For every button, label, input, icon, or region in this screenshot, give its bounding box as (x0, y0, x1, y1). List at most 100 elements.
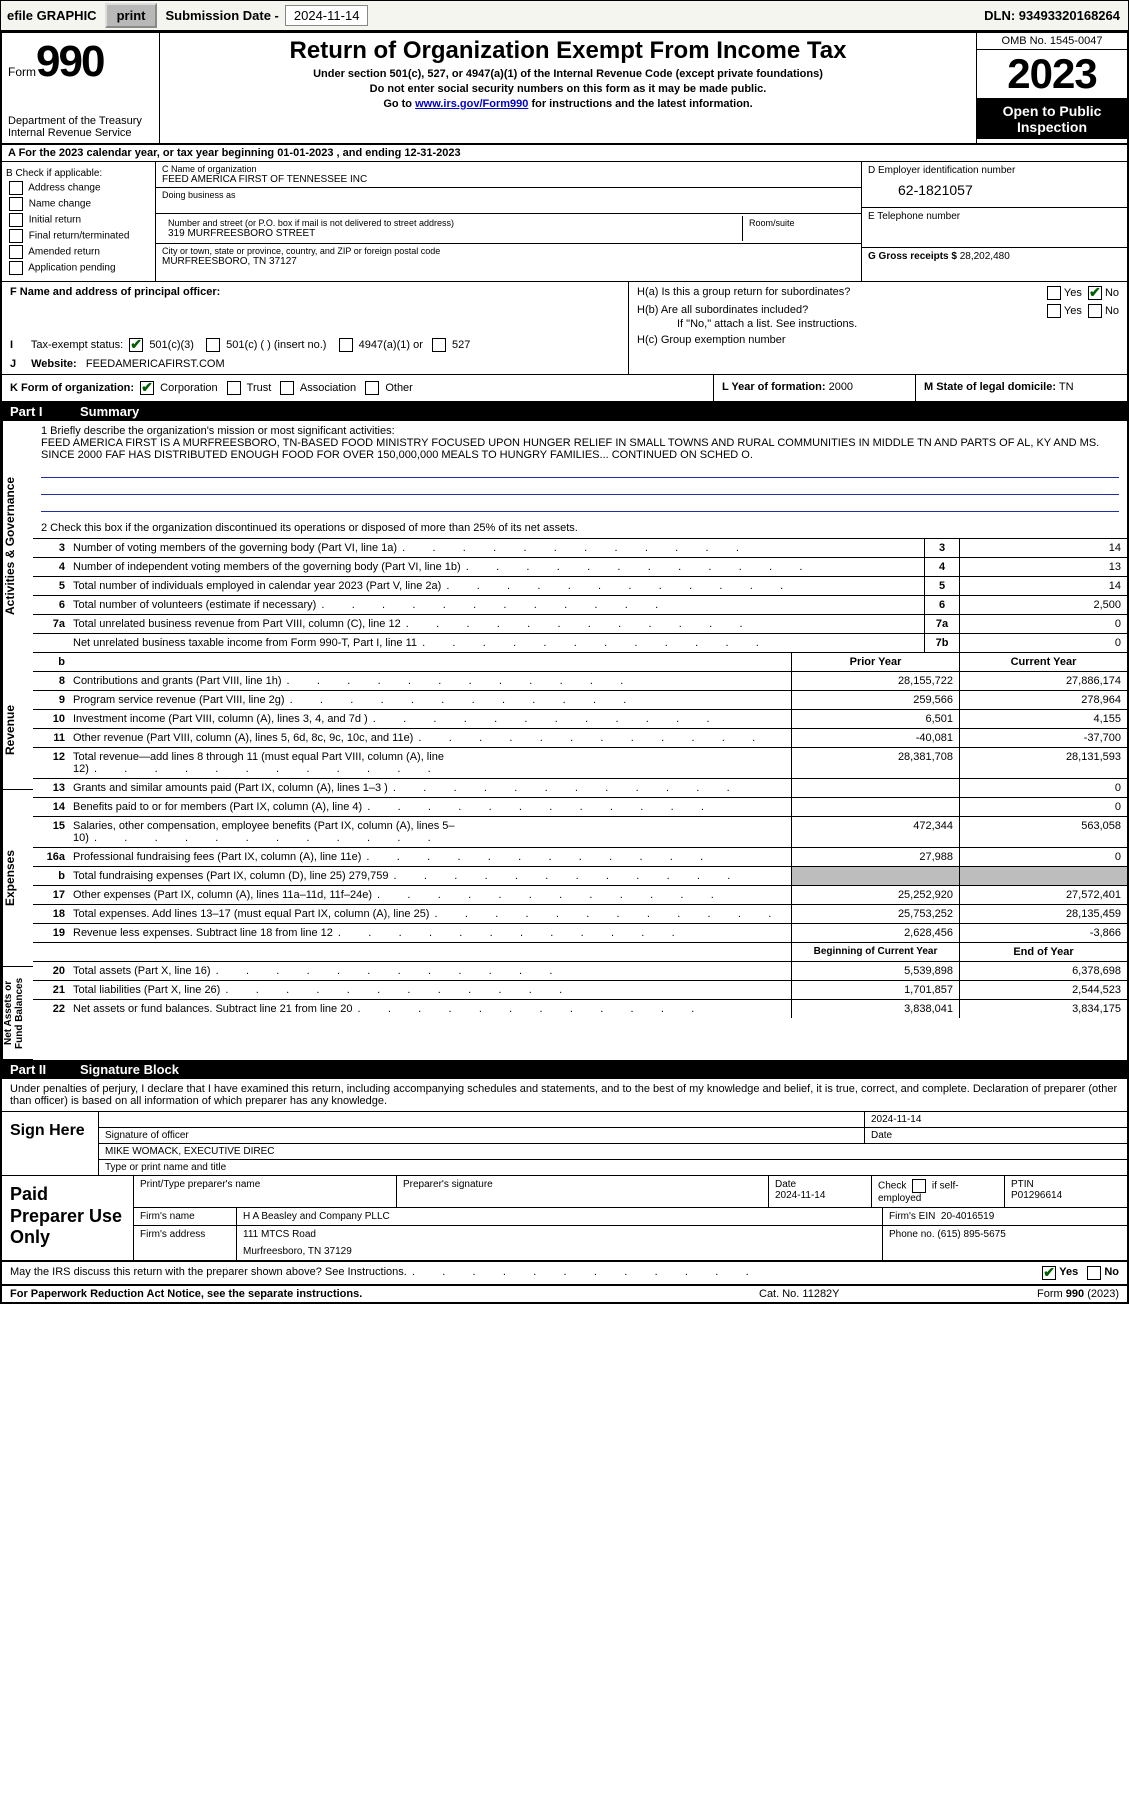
line-2: 2 Check this box if the organization dis… (33, 518, 1127, 538)
summary-line: 16aProfessional fundraising fees (Part I… (33, 847, 1127, 866)
label-hc: H(c) Group exemption number (637, 334, 1119, 346)
summary-line: 5Total number of individuals employed in… (33, 576, 1127, 595)
label-city: City or town, state or province, country… (162, 246, 855, 256)
checkbox-ha-no[interactable] (1088, 286, 1102, 300)
part-1-header: Part ISummary (2, 402, 1127, 421)
header-begin-end: Beginning of Current Year End of Year (33, 942, 1127, 961)
vtab-net-assets: Net Assets or Fund Balances (2, 967, 33, 1060)
checkbox-501c3[interactable] (129, 338, 143, 352)
subtitle-3: Go to www.irs.gov/Form990 for instructio… (168, 98, 968, 110)
checkbox-other[interactable] (365, 381, 379, 395)
footer: For Paperwork Reduction Act Notice, see … (2, 1286, 1127, 1302)
form-number: 990 (36, 37, 103, 86)
website-value: FEEDAMERICAFIRST.COM (86, 358, 225, 370)
dln: DLN: 93493320168264 (976, 8, 1128, 23)
section-b-checkboxes: B Check if applicable: Address change Na… (2, 162, 156, 281)
label-website: Website: (31, 358, 77, 370)
submission-label: Submission Date - (159, 8, 284, 23)
form-word: Form (8, 65, 36, 79)
firm-name-label: Firm's name (134, 1208, 237, 1225)
checkbox-name-change[interactable] (9, 197, 23, 211)
label-org-name: C Name of organization (162, 164, 855, 174)
checkbox-discuss-no[interactable] (1087, 1266, 1101, 1280)
ptin: P01296614 (1011, 1190, 1062, 1201)
vtab-activities: Activities & Governance (2, 421, 33, 671)
firm-phone: (615) 895-5675 (937, 1229, 1005, 1240)
topbar: efile GRAPHIC print Submission Date - 20… (0, 0, 1129, 31)
checkbox-4947[interactable] (339, 338, 353, 352)
summary-line: 12Total revenue—add lines 8 through 11 (… (33, 747, 1127, 778)
print-button[interactable]: print (105, 3, 158, 28)
prep-name-label: Print/Type preparer's name (134, 1176, 397, 1207)
checkbox-hb-yes[interactable] (1047, 304, 1061, 318)
tax-year: 2023 (977, 50, 1127, 99)
part-2-header: Part IISignature Block (2, 1060, 1127, 1079)
line-1-mission: 1 Briefly describe the organization's mi… (33, 421, 1127, 518)
checkbox-527[interactable] (432, 338, 446, 352)
gross-receipts: 28,202,480 (960, 251, 1010, 262)
sign-here-label: Sign Here (2, 1112, 99, 1175)
summary-line: 9Program service revenue (Part VIII, lin… (33, 690, 1127, 709)
org-address: 319 MURFREESBORO STREET (168, 228, 736, 239)
vtab-revenue: Revenue (2, 671, 33, 790)
paid-preparer-label: Paid Preparer Use Only (2, 1176, 134, 1260)
firm-addr1: 111 MTCS Road (243, 1229, 876, 1240)
firm-addr-label: Firm's address (134, 1226, 237, 1260)
checkbox-initial-return[interactable] (9, 213, 23, 227)
label-dba: Doing business as (162, 190, 855, 200)
checkbox-final-return[interactable] (9, 229, 23, 243)
checkbox-app-pending[interactable] (9, 261, 23, 275)
ein-value: 62-1821057 (868, 176, 1121, 204)
label-gross: G Gross receipts $ (868, 251, 957, 262)
checkbox-corp[interactable] (140, 381, 154, 395)
summary-line: 14Benefits paid to or for members (Part … (33, 797, 1127, 816)
org-city: MURFREESBORO, TN 37127 (162, 256, 855, 267)
date-label: Date (865, 1128, 1127, 1143)
summary-line: 15Salaries, other compensation, employee… (33, 816, 1127, 847)
summary-line: 22Net assets or fund balances. Subtract … (33, 999, 1127, 1018)
label-f-officer: F Name and address of principal officer: (10, 286, 220, 298)
checkbox-discuss-yes[interactable] (1042, 1266, 1056, 1280)
label-k: K Form of organization: (10, 382, 134, 394)
checkbox-ha-yes[interactable] (1047, 286, 1061, 300)
summary-line: 7aTotal unrelated business revenue from … (33, 614, 1127, 633)
vtab-expenses: Expenses (2, 790, 33, 967)
summary-line: 21Total liabilities (Part X, line 26)1,7… (33, 980, 1127, 999)
summary-line: Net unrelated business taxable income fr… (33, 633, 1127, 652)
header-prior-current: b Prior Year Current Year (33, 652, 1127, 671)
checkbox-self-employed[interactable] (912, 1179, 926, 1193)
subtitle-1: Under section 501(c), 527, or 4947(a)(1)… (168, 68, 968, 80)
checkbox-hb-no[interactable] (1088, 304, 1102, 318)
state-domicile: TN (1059, 381, 1074, 393)
subtitle-2: Do not enter social security numbers on … (168, 83, 968, 95)
omb-number: OMB No. 1545-0047 (977, 33, 1127, 50)
summary-line: 11Other revenue (Part VIII, column (A), … (33, 728, 1127, 747)
officer-name: MIKE WOMACK, EXECUTIVE DIREC (99, 1144, 1127, 1159)
open-to-public: Open to Public Inspection (977, 99, 1127, 139)
label-l: L Year of formation: (722, 381, 826, 393)
summary-line: 17Other expenses (Part IX, column (A), l… (33, 885, 1127, 904)
h-note: If "No," attach a list. See instructions… (637, 318, 1119, 330)
perjury-text: Under penalties of perjury, I declare th… (2, 1079, 1127, 1112)
summary-line: 13Grants and similar amounts paid (Part … (33, 778, 1127, 797)
label-room: Room/suite (749, 218, 849, 228)
summary-line: 10Investment income (Part VIII, column (… (33, 709, 1127, 728)
year-formation: 2000 (829, 381, 853, 393)
checkbox-assoc[interactable] (280, 381, 294, 395)
checkbox-trust[interactable] (227, 381, 241, 395)
summary-line: 4Number of independent voting members of… (33, 557, 1127, 576)
checkbox-amended[interactable] (9, 245, 23, 259)
firm-ein: 20-4016519 (941, 1211, 994, 1222)
instructions-link[interactable]: www.irs.gov/Form990 (415, 98, 528, 110)
checkbox-501c[interactable] (206, 338, 220, 352)
discuss-question: May the IRS discuss this return with the… (10, 1266, 1039, 1280)
sig-officer-label: Signature of officer (99, 1128, 865, 1143)
summary-line: 6Total number of volunteers (estimate if… (33, 595, 1127, 614)
self-emp-label: Check if self-employed (872, 1176, 1005, 1207)
officer-name-label: Type or print name and title (99, 1160, 1127, 1175)
label-hb: H(b) Are all subordinates included? (637, 304, 1044, 318)
label-m: M State of legal domicile: (924, 381, 1056, 393)
summary-line: 20Total assets (Part X, line 16)5,539,89… (33, 961, 1127, 980)
firm-name: H A Beasley and Company PLLC (237, 1208, 883, 1225)
checkbox-address-change[interactable] (9, 181, 23, 195)
